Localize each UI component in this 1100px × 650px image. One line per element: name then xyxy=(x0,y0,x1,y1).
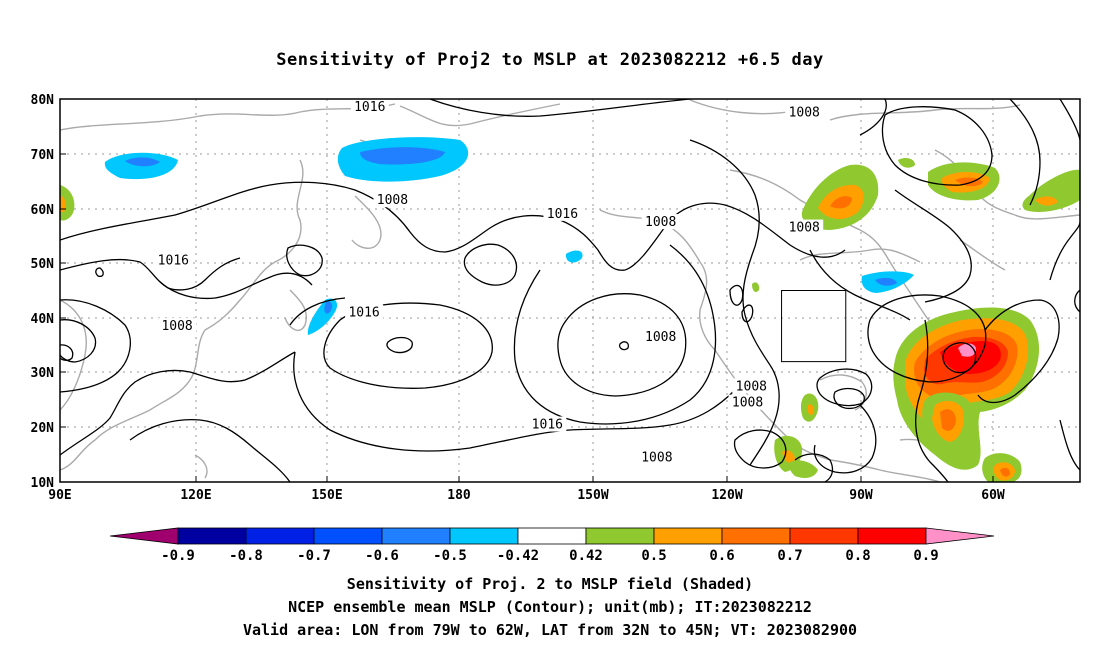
contour-label: 1016 xyxy=(547,207,578,222)
colorbar-label: 0.6 xyxy=(709,548,734,564)
lon-label-90w: 90W xyxy=(849,488,873,503)
contour-label: 1008 xyxy=(641,450,672,465)
colorbar-segment xyxy=(245,527,315,545)
footer-line-3: Valid area: LON from 79W to 62W, LAT fro… xyxy=(242,621,858,639)
contour-label: 1008 xyxy=(645,215,676,230)
colorbar-segment xyxy=(585,527,655,545)
longitude-labels: 90E 120E 150E 180 150W 120W 90W 60W xyxy=(48,488,1005,503)
lon-label-150w: 150W xyxy=(577,488,608,503)
contour-label-bg xyxy=(732,378,771,394)
lat-label-10n: 10N xyxy=(31,476,55,491)
contour-labels: 1016 1008 1008 1016 1008 1008 1016 1016 1008 1008… xyxy=(154,99,824,465)
positive-sensitivity-areas xyxy=(60,157,1080,482)
contour-label: 1016 xyxy=(348,305,379,320)
colorbar-label: 0.9 xyxy=(913,548,938,564)
colorbar-label: -0.6 xyxy=(365,548,399,564)
contour-label-bg xyxy=(641,214,680,230)
contour-label: 1008 xyxy=(789,106,820,121)
contour-label: 1008 xyxy=(377,193,408,208)
colorbar-segment xyxy=(517,527,587,545)
map-frame xyxy=(59,98,1081,483)
colorbar-segment xyxy=(789,527,859,545)
colorbar-label: 0.8 xyxy=(845,548,870,564)
mslp-contours xyxy=(60,99,1080,482)
lat-label-60n: 60N xyxy=(31,203,55,218)
lon-label-120w: 120W xyxy=(711,488,742,503)
lat-label-40n: 40N xyxy=(31,312,55,327)
colorbar-label: -0.8 xyxy=(229,548,263,564)
colorbar-segment xyxy=(313,527,383,545)
valid-area-box xyxy=(781,290,847,363)
contour-label: 1016 xyxy=(354,100,385,115)
colorbar-label: 0.5 xyxy=(641,548,666,564)
colorbar-segment xyxy=(721,527,791,545)
contour-label-bg xyxy=(728,394,767,410)
lon-label-150e: 150E xyxy=(311,488,342,503)
contour-label: 1016 xyxy=(532,418,563,433)
contour-label-bg xyxy=(641,329,680,345)
lon-label-120e: 120E xyxy=(180,488,211,503)
colorbar-label: -0.9 xyxy=(161,548,195,564)
lat-label-50n: 50N xyxy=(31,257,55,272)
footer-line-1: Sensitivity of Proj. 2 to MSLP field (Sh… xyxy=(346,575,754,593)
colorbar-segment xyxy=(449,527,519,545)
latitude-labels: 80N 70N 60N 50N 40N 30N 20N 10N xyxy=(31,93,55,491)
contour-label-bg xyxy=(543,205,582,221)
footer-line-2: NCEP ensemble mean MSLP (Contour); unit(… xyxy=(288,598,812,616)
contour-label: 1016 xyxy=(158,253,189,268)
contour-label-bg xyxy=(350,99,389,115)
contour-label: 1008 xyxy=(736,379,767,394)
lon-label-90e: 90E xyxy=(48,488,71,503)
colorbar-label: -0.42 xyxy=(497,548,539,564)
contour-label-bg xyxy=(373,192,412,208)
colorbar-segment xyxy=(857,527,927,545)
contour-label: 1008 xyxy=(161,319,192,334)
colorbar: -0.9 -0.8 -0.7 -0.6 -0.5 -0.42 0.42 0.5 0.6 0.7 0.… xyxy=(109,527,995,564)
colorbar-label: -0.7 xyxy=(297,548,331,564)
map-title: Sensitivity of Proj2 to MSLP at 20230822… xyxy=(276,50,824,70)
colorbar-segment xyxy=(653,527,723,545)
contour-label: 1008 xyxy=(645,330,676,345)
lat-label-80n: 80N xyxy=(31,93,55,108)
colorbar-segment xyxy=(177,527,247,545)
contour-label: 1008 xyxy=(789,221,820,236)
colorbar-label: 0.7 xyxy=(777,548,802,564)
map-ticks xyxy=(60,98,994,483)
colorbar-label: 0.42 xyxy=(569,548,603,564)
lat-label-70n: 70N xyxy=(31,148,55,163)
lat-label-20n: 20N xyxy=(31,421,55,436)
contour-label-bg xyxy=(158,318,197,334)
colorbar-label: -0.5 xyxy=(433,548,467,564)
contour-label: 1008 xyxy=(732,396,763,411)
contour-label-bg xyxy=(345,304,384,320)
contour-label-bg xyxy=(528,416,567,432)
contour-label-bg xyxy=(637,449,676,465)
colorbar-triangle-high xyxy=(925,527,995,545)
lat-label-30n: 30N xyxy=(31,366,55,381)
contour-label-bg xyxy=(785,104,824,120)
contour-label-bg xyxy=(154,252,193,268)
negative-sensitivity-areas xyxy=(104,137,914,335)
contour-label-bg xyxy=(785,219,824,235)
colorbar-segment xyxy=(381,527,451,545)
lon-label-60w: 60W xyxy=(981,488,1005,503)
colorbar-triangle-low xyxy=(109,527,179,545)
lon-label-180: 180 xyxy=(447,488,471,503)
